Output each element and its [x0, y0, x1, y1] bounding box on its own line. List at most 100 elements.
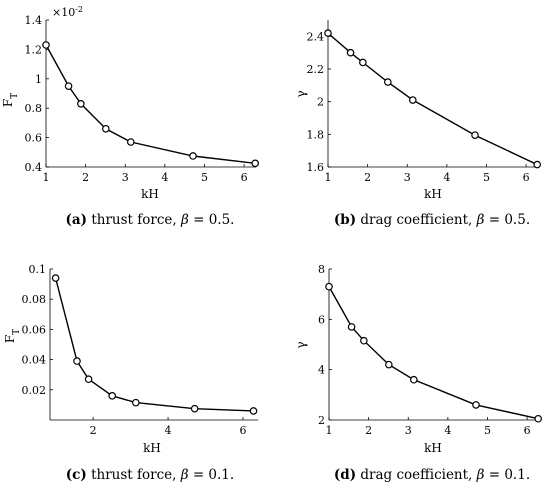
x-tick-label: 1: [43, 171, 50, 184]
data-point: [251, 159, 260, 168]
y-tick-label: 0.08: [22, 293, 47, 306]
y-tick-label: 1.8: [307, 128, 325, 141]
y-tick-label: 6: [318, 313, 325, 326]
data-point: [77, 99, 85, 108]
y-tick-label: 2: [318, 414, 325, 427]
data-point: [325, 282, 333, 291]
y-tick-label: 0.8: [25, 102, 43, 115]
x-tick-label: 6: [524, 424, 531, 437]
caption-eq: = 0.5.: [484, 212, 530, 228]
x-tick-label: 4: [165, 424, 172, 437]
caption-tag: (b): [334, 212, 356, 228]
caption-param: β: [180, 467, 189, 483]
caption-text: drag coefficient,: [356, 467, 477, 483]
y-tick-label: 4: [318, 364, 325, 377]
ylabel-sub: T: [12, 329, 22, 335]
y-tick-label: 0.4: [25, 161, 43, 174]
x-tick-label: 6: [523, 171, 530, 184]
data-point: [471, 131, 479, 139]
caption: (a) thrust force, β = 0.5.: [66, 212, 235, 228]
x-tick-label: 2: [90, 424, 97, 437]
data-point: [384, 78, 392, 86]
caption-text: thrust force,: [87, 212, 181, 228]
caption-text: thrust force,: [87, 467, 181, 483]
y-tick-label: 0.6: [25, 132, 43, 145]
x-tick-label: 2: [365, 424, 372, 437]
y-tick-label: 1.2: [25, 43, 43, 56]
y-multiplier: ×10-2: [52, 5, 83, 20]
y-multiplier-base: ×10: [52, 6, 75, 19]
subplot-b: γ kH (b) drag coefficient, β = 0.5. 1 2 3 4…: [294, 20, 542, 228]
caption-param: β: [180, 212, 189, 228]
data-point: [132, 398, 140, 407]
y-tick-label: 1.4: [25, 14, 43, 27]
y-tick-label: 0.02: [22, 384, 47, 397]
ylabel: γ: [294, 341, 308, 348]
x-tick-label: 5: [201, 171, 208, 184]
xlabel: kH: [143, 441, 161, 455]
y-tick-label: 1.6: [307, 161, 325, 174]
ylabel: γ: [294, 90, 308, 97]
caption-eq: = 0.1.: [189, 467, 235, 483]
subplot-c: FT kH (c) thrust force, β = 0.1. 2 4 6 0.02…: [3, 263, 258, 483]
xlabel: kH: [141, 187, 159, 201]
data-point: [102, 124, 110, 133]
y-tick-label: 2.2: [307, 63, 325, 76]
x-tick-label: 2: [82, 171, 89, 184]
data-point: [190, 404, 199, 413]
data-point: [108, 392, 117, 400]
data-point: [347, 323, 356, 331]
data-point: [472, 401, 480, 409]
data-point: [249, 407, 258, 415]
ylabel-main: F: [1, 99, 15, 107]
caption-text: drag coefficient,: [356, 212, 477, 228]
data-point: [409, 375, 418, 384]
data-point: [408, 96, 417, 104]
data-point: [385, 360, 393, 369]
caption-tag: (c): [66, 467, 87, 483]
x-tick-label: 4: [444, 424, 451, 437]
x-tick-label: 3: [122, 171, 129, 184]
xlabel: kH: [424, 187, 442, 201]
caption: (b) drag coefficient, β = 0.5.: [334, 212, 530, 228]
series-line: [328, 286, 539, 420]
x-tick-label: 1: [325, 171, 332, 184]
ylabel: FT: [3, 329, 22, 343]
data-point: [533, 160, 542, 169]
x-tick-label: 5: [484, 424, 491, 437]
data-point: [534, 414, 543, 423]
data-point: [360, 336, 368, 345]
x-tick-label: 3: [404, 171, 411, 184]
caption-param: β: [476, 212, 485, 228]
y-tick-label: 2.4: [307, 30, 325, 43]
x-tick-label: 1: [326, 424, 333, 437]
x-tick-label: 5: [483, 171, 490, 184]
y-tick-label: 1: [35, 73, 42, 86]
caption-tag: (d): [334, 467, 356, 483]
y-multiplier-exp: -2: [75, 5, 83, 14]
x-tick-label: 6: [240, 424, 247, 437]
y-tick-label: 8: [318, 263, 325, 276]
data-point: [73, 357, 81, 365]
caption-tag: (a): [66, 212, 88, 228]
xlabel: kH: [424, 441, 442, 455]
data-point: [324, 29, 332, 37]
x-tick-label: 4: [161, 171, 168, 184]
ylabel-sub: T: [10, 93, 20, 99]
x-tick-label: 6: [241, 171, 248, 184]
caption-eq: = 0.1.: [484, 467, 530, 483]
x-tick-label: 4: [443, 171, 450, 184]
caption-param: β: [476, 467, 485, 483]
x-tick-label: 3: [405, 424, 412, 437]
caption: (c) thrust force, β = 0.1.: [66, 467, 234, 483]
data-point: [42, 41, 50, 49]
y-tick-label: 0.06: [22, 323, 47, 336]
ylabel: FT: [1, 93, 20, 107]
caption: (d) drag coefficient, β = 0.1.: [334, 467, 530, 483]
y-tick-label: 2: [317, 96, 324, 109]
ylabel-main: F: [3, 335, 17, 343]
data-point: [189, 152, 197, 160]
data-point: [64, 82, 73, 90]
